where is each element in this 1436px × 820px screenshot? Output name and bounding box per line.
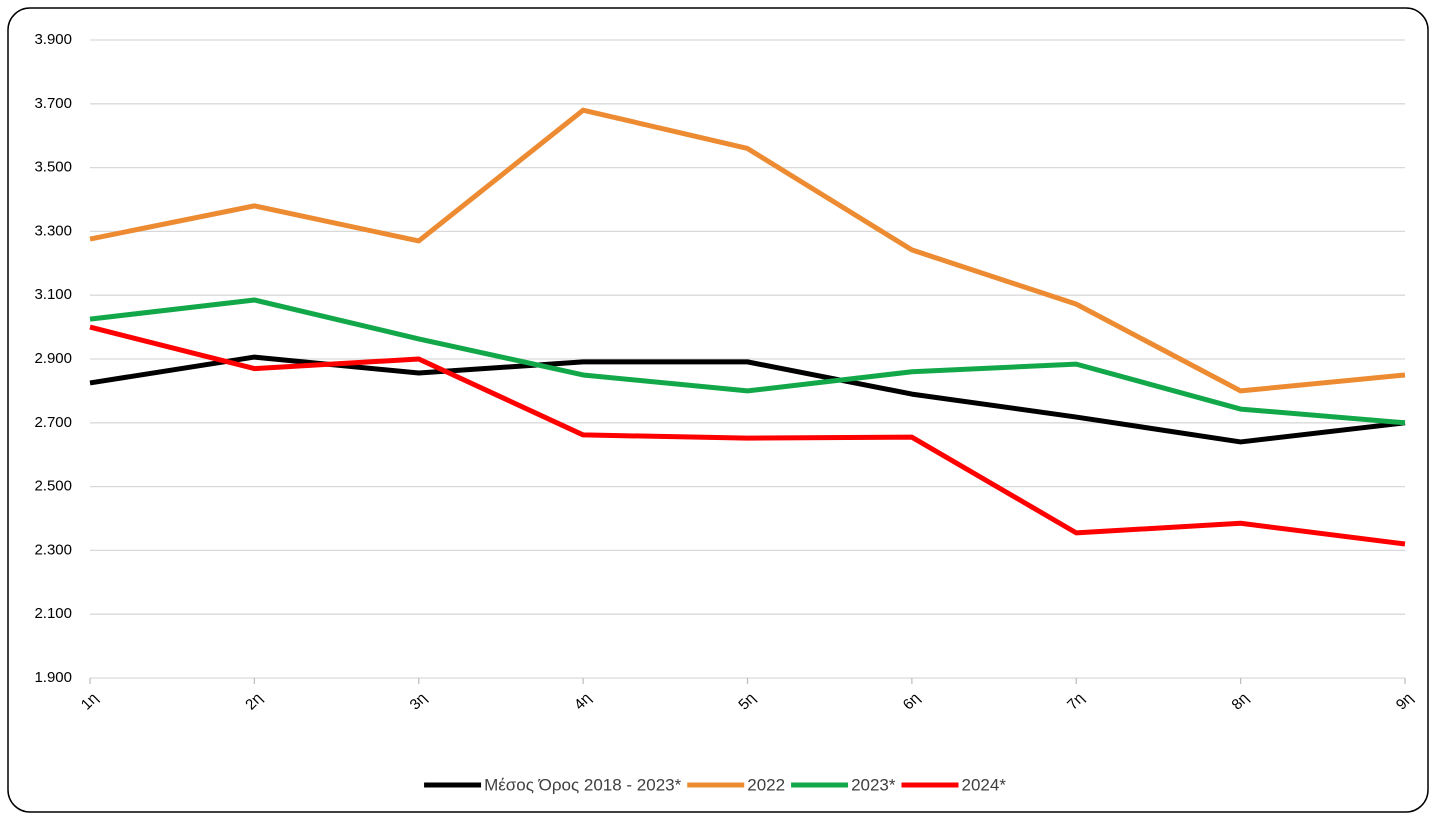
y-tick-label: 3.300: [34, 222, 72, 239]
y-tick-label: 3.100: [34, 286, 72, 303]
legend-label: 2023*: [851, 775, 896, 794]
series-line: [89, 324, 1406, 547]
legend: Μέσος Όρος 2018 - 2023* 2022 2023* 2024*: [424, 775, 1006, 794]
legend-label: 2024*: [962, 775, 1007, 794]
y-tick-label: 1.900: [34, 669, 72, 686]
y-tick-label: 2.700: [34, 414, 72, 431]
y-tick-label: 3.700: [34, 95, 72, 112]
series-line: [89, 107, 1406, 394]
y-tick-label: 3.900: [34, 31, 72, 48]
chart-border: [7, 7, 1429, 813]
series-line: [89, 297, 1406, 426]
y-tick-label: 2.100: [34, 605, 72, 622]
y-tick-label: 3.500: [34, 159, 72, 176]
y-tick-label: 2.500: [34, 478, 72, 495]
legend-label: 2022: [747, 775, 785, 794]
series-line: [89, 354, 1406, 445]
y-tick-label: 2.900: [34, 350, 72, 367]
legend-label: Μέσος Όρος 2018 - 2023*: [484, 775, 682, 794]
y-tick-label: 2.300: [34, 541, 72, 558]
